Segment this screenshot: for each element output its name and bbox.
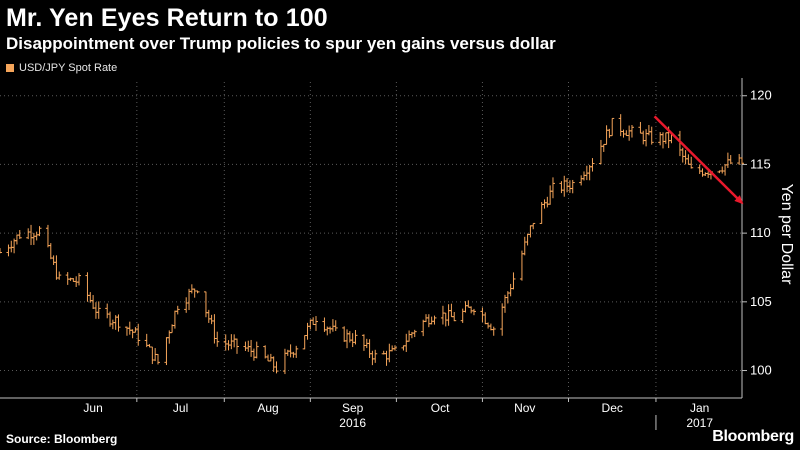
- chart-title: Mr. Yen Eyes Return to 100: [6, 4, 328, 32]
- y-tick-label: 120: [750, 88, 772, 103]
- x-tick-label: Dec: [602, 401, 623, 415]
- x-tick-label: Aug: [257, 401, 278, 415]
- x-tick-label: Jun: [83, 401, 102, 415]
- brand-logo: Bloomberg: [712, 428, 794, 445]
- x-tick-label: Jan: [690, 401, 709, 415]
- x-tick-label: Oct: [431, 401, 450, 415]
- legend-label: USD/JPY Spot Rate: [19, 62, 118, 74]
- y-axis-title: Yen per Dollar: [778, 184, 795, 285]
- y-tick-label: 110: [750, 225, 771, 240]
- year-label: 2017: [686, 416, 713, 430]
- x-tick-label: Nov: [514, 401, 535, 415]
- x-tick-label: Sep: [342, 401, 364, 415]
- trend-arrow: [653, 115, 744, 205]
- y-tick-label: 105: [750, 294, 772, 309]
- x-tick-label: Jul: [173, 401, 188, 415]
- chart-legend: USD/JPY Spot Rate: [6, 62, 117, 74]
- chart-subtitle: Disappointment over Trump policies to sp…: [6, 34, 556, 53]
- source-note: Source: Bloomberg: [6, 432, 118, 446]
- year-label: 2016: [339, 416, 366, 430]
- y-tick-label: 100: [750, 363, 772, 378]
- legend-swatch: [6, 64, 14, 72]
- y-tick-label: 115: [750, 156, 771, 171]
